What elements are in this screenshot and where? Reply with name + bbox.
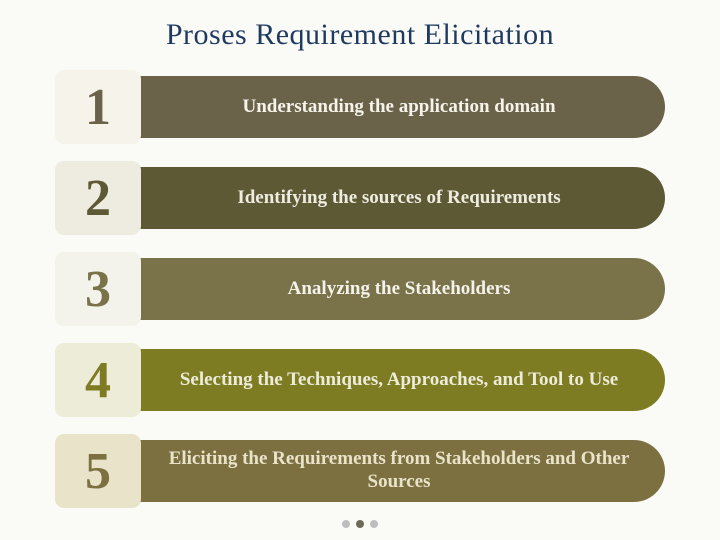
pager-dot[interactable] — [356, 520, 364, 528]
step-item: 1 Understanding the application domain — [55, 70, 665, 144]
pager-dot[interactable] — [342, 520, 350, 528]
step-number-badge: 3 — [55, 252, 141, 326]
steps-list: 1 Understanding the application domain 2… — [55, 70, 665, 508]
step-label: Selecting the Techniques, Approaches, an… — [129, 349, 665, 411]
step-label: Understanding the application domain — [129, 76, 665, 138]
step-label: Eliciting the Requirements from Stakehol… — [129, 440, 665, 502]
pager-dot[interactable] — [370, 520, 378, 528]
step-label: Analyzing the Stakeholders — [129, 258, 665, 320]
pager — [342, 520, 378, 528]
step-item: 5 Eliciting the Requirements from Stakeh… — [55, 434, 665, 508]
step-item: 4 Selecting the Techniques, Approaches, … — [55, 343, 665, 417]
step-number-badge: 5 — [55, 434, 141, 508]
page-title: Proses Requirement Elicitation — [55, 18, 665, 52]
step-item: 2 Identifying the sources of Requirement… — [55, 161, 665, 235]
step-number-badge: 2 — [55, 161, 141, 235]
step-label: Identifying the sources of Requirements — [129, 167, 665, 229]
step-item: 3 Analyzing the Stakeholders — [55, 252, 665, 326]
step-number-badge: 4 — [55, 343, 141, 417]
step-number-badge: 1 — [55, 70, 141, 144]
